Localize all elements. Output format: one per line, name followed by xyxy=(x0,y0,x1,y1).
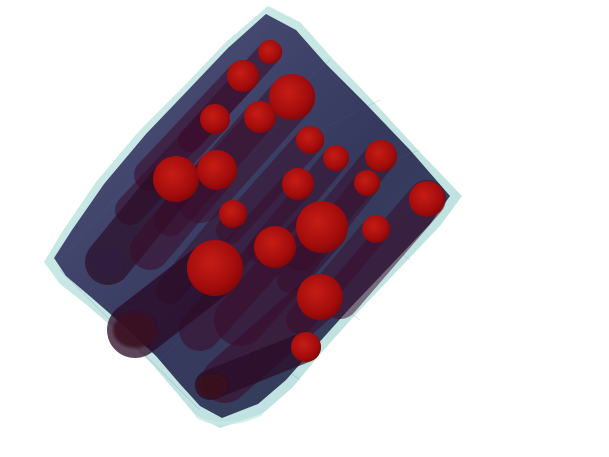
fiber-cap xyxy=(291,332,321,362)
volume-bottom-rim xyxy=(195,412,263,426)
fiber-cap xyxy=(323,145,349,171)
fiber-cap xyxy=(269,74,315,120)
fiber-cap xyxy=(227,60,259,92)
fiber-cap xyxy=(244,101,276,133)
fiber-cap xyxy=(219,200,247,228)
fiber-cap xyxy=(365,140,397,172)
fiber-cap xyxy=(187,240,243,296)
fiber-cap xyxy=(296,126,324,154)
fiber-cap xyxy=(362,215,390,243)
fiber-far-ends xyxy=(92,248,228,398)
fiber-cap xyxy=(297,274,343,320)
fiber-caps xyxy=(153,40,445,362)
fiber-cap xyxy=(197,150,237,190)
fiber-cap xyxy=(258,40,282,64)
fiber-cap xyxy=(254,226,296,268)
fiber-cap xyxy=(354,170,380,196)
fiber-cap xyxy=(282,168,314,200)
fiber-cap xyxy=(153,156,199,202)
fiber-cap xyxy=(200,104,230,134)
fiber-cap xyxy=(296,201,348,253)
fiber-cap xyxy=(409,181,445,217)
